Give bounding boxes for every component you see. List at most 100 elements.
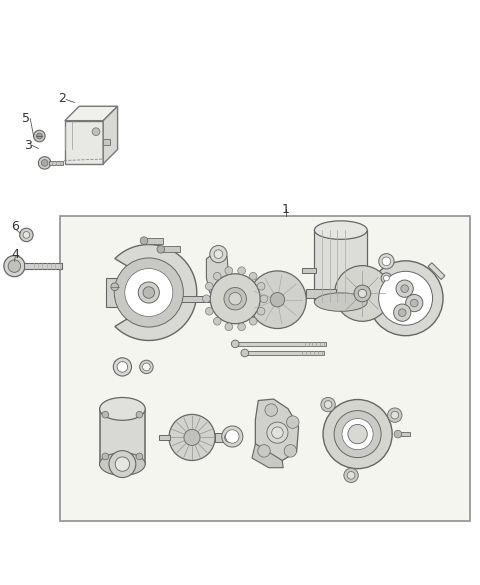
Circle shape [157, 246, 165, 253]
Circle shape [109, 450, 136, 477]
Circle shape [114, 258, 183, 327]
Circle shape [258, 445, 270, 457]
Circle shape [334, 411, 381, 457]
Bar [314, 230, 367, 302]
Circle shape [224, 287, 246, 310]
Polygon shape [103, 106, 118, 164]
Circle shape [406, 294, 423, 312]
Circle shape [265, 404, 277, 417]
Circle shape [226, 430, 239, 443]
Circle shape [267, 422, 288, 443]
Circle shape [34, 130, 45, 142]
Text: 3: 3 [24, 139, 32, 152]
Circle shape [272, 427, 283, 438]
Circle shape [113, 358, 132, 376]
Circle shape [391, 411, 399, 419]
Circle shape [102, 411, 109, 418]
Bar [60, 216, 470, 521]
Circle shape [394, 304, 411, 321]
Bar [166, 297, 211, 302]
Circle shape [344, 468, 358, 483]
Text: 4: 4 [12, 247, 19, 260]
Circle shape [140, 360, 153, 374]
Ellipse shape [100, 397, 145, 420]
Circle shape [270, 292, 285, 307]
Circle shape [225, 267, 233, 274]
Circle shape [249, 273, 257, 280]
Circle shape [410, 299, 418, 307]
Circle shape [36, 133, 42, 139]
Circle shape [348, 425, 367, 444]
Bar [100, 409, 145, 464]
Circle shape [23, 232, 30, 238]
Circle shape [214, 273, 221, 280]
Circle shape [384, 275, 389, 281]
Circle shape [396, 280, 413, 297]
Polygon shape [255, 399, 299, 460]
Circle shape [249, 271, 306, 329]
Circle shape [143, 363, 150, 371]
Circle shape [342, 418, 373, 450]
Circle shape [324, 401, 332, 408]
Bar [106, 278, 124, 307]
Circle shape [260, 295, 268, 302]
Circle shape [238, 267, 245, 274]
Circle shape [394, 430, 402, 438]
Circle shape [136, 411, 143, 418]
Bar [235, 342, 326, 346]
Bar [49, 160, 63, 166]
Ellipse shape [314, 221, 367, 239]
Bar [302, 267, 316, 273]
Circle shape [214, 250, 223, 259]
Bar [159, 435, 170, 441]
Ellipse shape [314, 293, 367, 311]
Circle shape [8, 260, 21, 273]
Bar [215, 433, 229, 442]
Circle shape [111, 283, 119, 291]
Circle shape [382, 257, 391, 266]
Circle shape [92, 128, 100, 136]
Bar [260, 293, 283, 305]
Circle shape [321, 397, 335, 412]
Circle shape [214, 318, 221, 325]
Circle shape [287, 416, 299, 428]
Circle shape [140, 237, 148, 245]
Circle shape [225, 433, 234, 442]
Circle shape [238, 323, 245, 331]
Circle shape [347, 472, 355, 479]
Circle shape [102, 453, 109, 460]
Circle shape [117, 362, 128, 372]
Circle shape [38, 157, 51, 169]
Polygon shape [103, 139, 110, 144]
Circle shape [249, 318, 257, 325]
Circle shape [229, 292, 241, 305]
Text: 1: 1 [282, 204, 289, 216]
Circle shape [136, 453, 143, 460]
Polygon shape [252, 443, 283, 467]
Text: 2: 2 [59, 92, 66, 105]
Bar [144, 238, 163, 243]
Circle shape [205, 283, 213, 290]
Circle shape [368, 261, 443, 336]
Polygon shape [65, 121, 103, 164]
Bar [245, 351, 324, 355]
Circle shape [205, 307, 213, 315]
Circle shape [203, 295, 210, 302]
Bar [399, 432, 410, 436]
Circle shape [138, 282, 159, 303]
Polygon shape [206, 249, 229, 300]
Circle shape [222, 426, 243, 447]
Circle shape [225, 323, 233, 331]
Ellipse shape [100, 453, 145, 476]
Text: 5: 5 [23, 112, 30, 125]
Polygon shape [115, 245, 197, 340]
Bar [24, 263, 62, 270]
Circle shape [143, 287, 155, 298]
Circle shape [115, 457, 130, 472]
Circle shape [184, 429, 200, 446]
Circle shape [210, 274, 260, 324]
Text: 6: 6 [12, 220, 19, 233]
Polygon shape [65, 106, 118, 121]
Circle shape [241, 349, 249, 357]
Circle shape [210, 246, 227, 263]
